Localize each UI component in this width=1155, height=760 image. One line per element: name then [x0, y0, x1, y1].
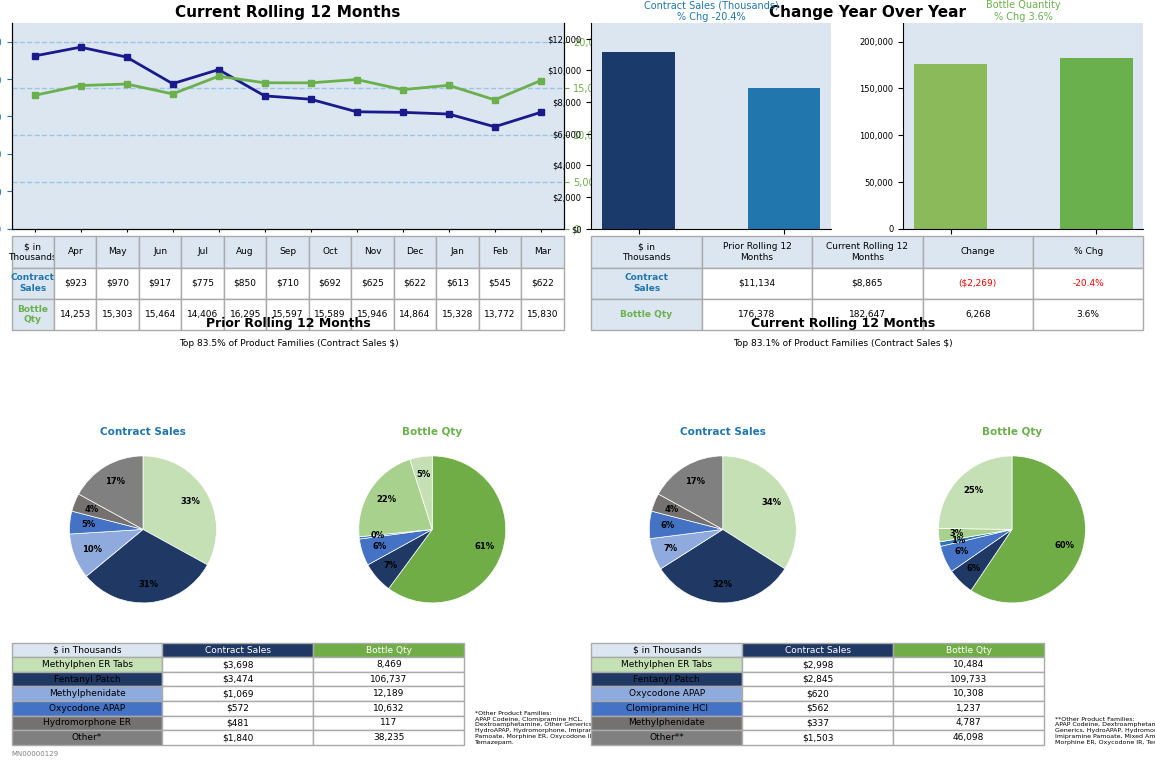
Wedge shape	[69, 530, 143, 576]
Wedge shape	[389, 456, 506, 603]
Text: Top 83.5% of Product Families (Contract Sales $): Top 83.5% of Product Families (Contract …	[179, 339, 398, 348]
Text: Top 83.1% of Product Families (Contract Sales $): Top 83.1% of Product Families (Contract …	[733, 339, 953, 348]
Wedge shape	[410, 456, 432, 530]
Text: 32%: 32%	[713, 580, 732, 589]
Text: 4%: 4%	[84, 505, 99, 514]
Text: 17%: 17%	[105, 477, 125, 486]
Text: 17%: 17%	[685, 477, 705, 486]
Wedge shape	[87, 530, 208, 603]
Wedge shape	[952, 530, 1012, 591]
Wedge shape	[939, 530, 1012, 546]
Text: Current Rolling 12 Months: Current Rolling 12 Months	[751, 317, 936, 330]
Title: Bottle Quantity
% Chg 3.6%: Bottle Quantity % Chg 3.6%	[986, 1, 1060, 22]
Title: Contract Sales: Contract Sales	[100, 427, 186, 437]
Title: Bottle Qty: Bottle Qty	[402, 427, 462, 437]
Text: 34%: 34%	[761, 499, 781, 508]
Text: 5%: 5%	[81, 520, 95, 529]
Title: Contract Sales (Thousands)
% Chg -20.4%: Contract Sales (Thousands) % Chg -20.4%	[644, 1, 778, 22]
Wedge shape	[939, 528, 1012, 542]
Wedge shape	[359, 530, 432, 539]
Title: Contract Sales: Contract Sales	[680, 427, 766, 437]
Text: 6%: 6%	[954, 547, 969, 556]
Bar	[915, 64, 988, 229]
Title: Current Rolling 12 Months: Current Rolling 12 Months	[174, 5, 401, 21]
Bar	[602, 52, 675, 229]
Text: 6%: 6%	[373, 542, 387, 551]
Text: 6%: 6%	[661, 521, 675, 530]
Wedge shape	[359, 530, 432, 565]
Wedge shape	[651, 494, 723, 530]
Text: Prior Rolling 12 Months: Prior Rolling 12 Months	[207, 317, 371, 330]
Text: 5%: 5%	[417, 470, 431, 480]
Wedge shape	[971, 456, 1086, 603]
Wedge shape	[940, 530, 1012, 572]
Wedge shape	[661, 530, 784, 603]
Wedge shape	[939, 456, 1012, 530]
Wedge shape	[143, 456, 216, 565]
Text: 6%: 6%	[967, 564, 981, 573]
Text: 4%: 4%	[664, 505, 679, 514]
Wedge shape	[359, 460, 432, 537]
Text: 61%: 61%	[475, 542, 494, 551]
Text: 25%: 25%	[963, 486, 983, 495]
Text: **Other Product Families:
APAP Codeine, Dextroamphetamine, Other
Generics, Hydro: **Other Product Families: APAP Codeine, …	[1056, 717, 1155, 745]
Text: 60%: 60%	[1055, 541, 1074, 550]
Bar	[747, 88, 820, 229]
Wedge shape	[658, 456, 723, 530]
Wedge shape	[79, 456, 143, 530]
Y-axis label: Bottle Qty: Bottle Qty	[609, 101, 618, 150]
Wedge shape	[723, 456, 796, 568]
Text: 10%: 10%	[82, 545, 102, 554]
Text: 7%: 7%	[664, 543, 678, 553]
Text: 22%: 22%	[377, 495, 396, 504]
Text: MN00000129: MN00000129	[12, 751, 59, 757]
Text: *Other Product Families:
APAP Codeine, Clomipramine HCL,
Dextroamphetamine, Othe: *Other Product Families: APAP Codeine, C…	[476, 711, 605, 745]
Text: 3%: 3%	[949, 529, 964, 538]
Bar	[1060, 58, 1133, 229]
Wedge shape	[69, 511, 143, 534]
Title: Change Year Over Year: Change Year Over Year	[769, 5, 966, 21]
Wedge shape	[72, 494, 143, 530]
Title: Bottle Qty: Bottle Qty	[982, 427, 1042, 437]
Wedge shape	[367, 530, 432, 588]
Text: 1%: 1%	[951, 536, 966, 545]
Text: 7%: 7%	[383, 561, 397, 570]
Wedge shape	[650, 530, 723, 568]
Text: 31%: 31%	[139, 580, 158, 589]
Wedge shape	[649, 511, 723, 539]
Text: 33%: 33%	[180, 497, 201, 506]
Text: 0%: 0%	[371, 531, 385, 540]
